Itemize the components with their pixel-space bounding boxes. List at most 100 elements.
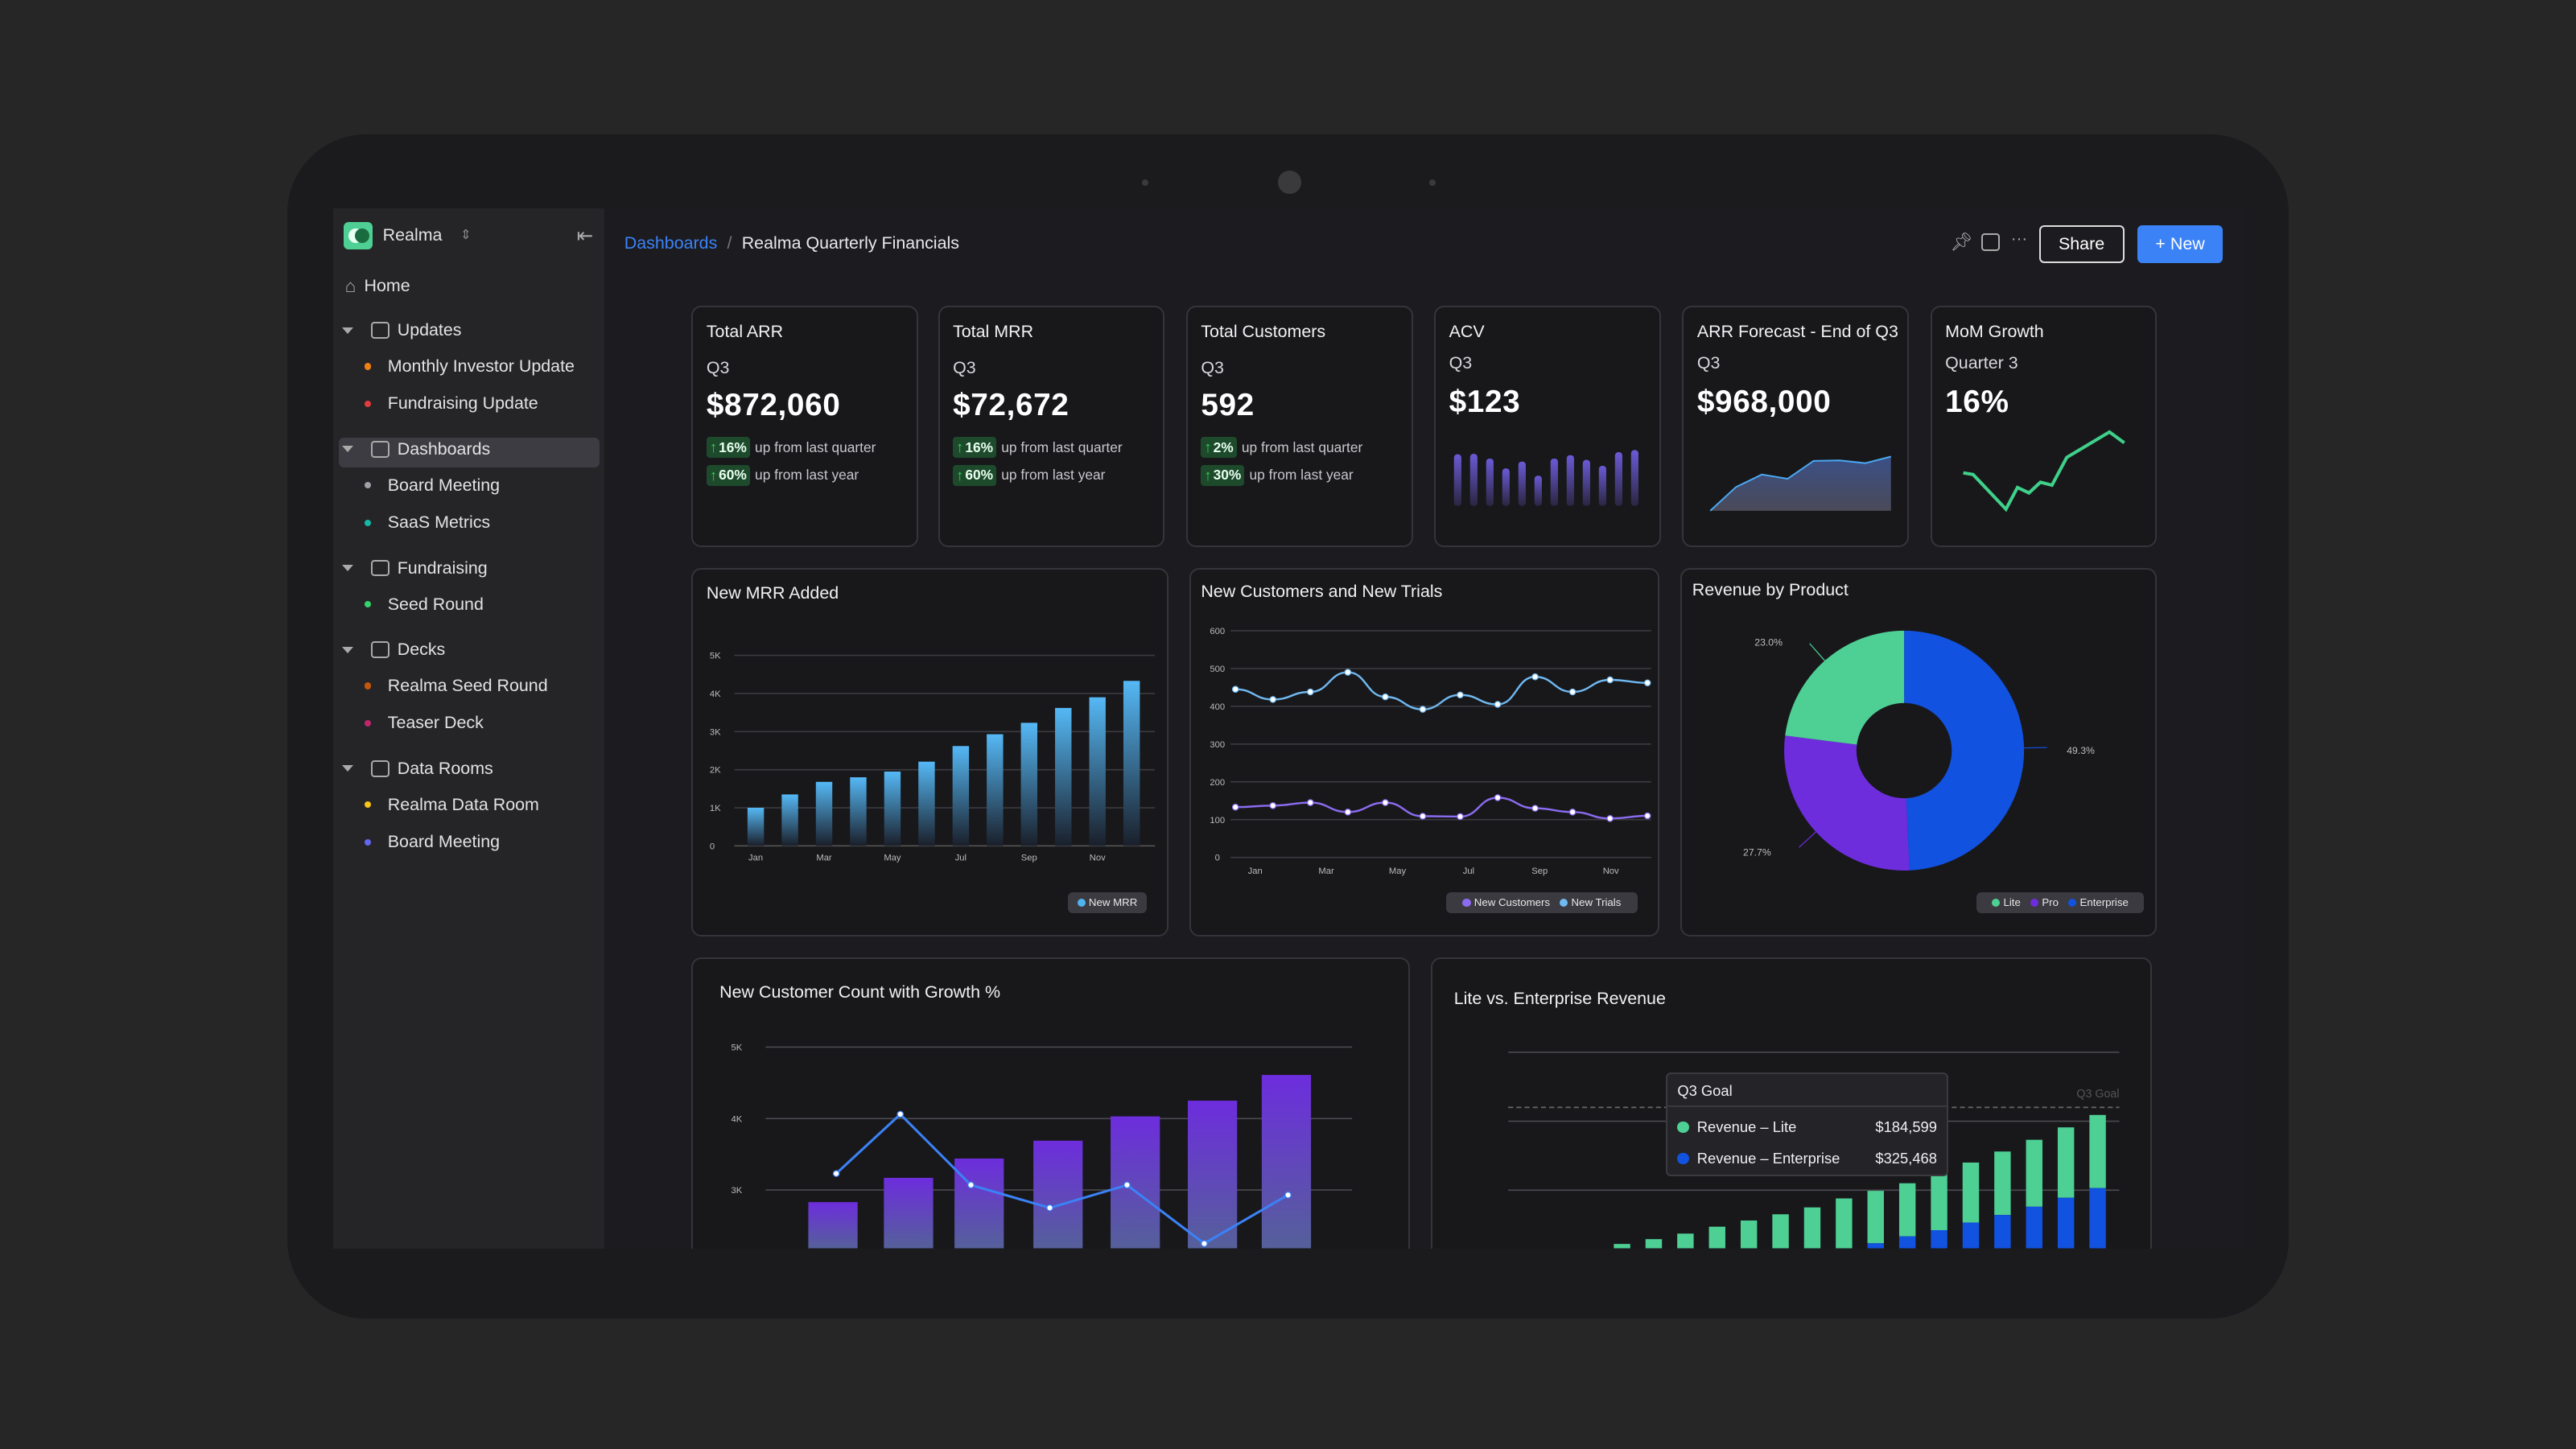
y-tick-label: 0	[1215, 854, 1220, 863]
sidebar-item[interactable]: Board Meeting	[365, 832, 500, 852]
y-tick-label: 2K	[710, 766, 721, 776]
data-point	[1643, 679, 1651, 687]
data-point	[1419, 706, 1427, 713]
collapse-sidebar-icon[interactable]: ⇤	[576, 224, 594, 247]
y-tick-label: 400	[1210, 702, 1225, 712]
sidebar-section-updates[interactable]: Updates	[341, 320, 462, 340]
breadcrumb-separator: /	[727, 233, 732, 253]
mrr-bar	[1089, 697, 1106, 846]
sidebar-section-fundraising[interactable]: Fundraising	[341, 558, 488, 578]
customer-count-bar	[954, 1158, 1004, 1249]
sidebar-section-label: Updates	[397, 320, 462, 340]
kpi-card	[691, 305, 919, 547]
lite-bar-segment	[2026, 1139, 2042, 1207]
data-point	[1231, 685, 1239, 693]
lite-bar-segment	[1645, 1239, 1663, 1249]
sidebar-section-decks[interactable]: Decks	[341, 640, 445, 660]
x-tick-label: Sep	[1531, 867, 1548, 876]
lite-bar-segment	[1836, 1198, 1853, 1249]
legend[interactable]: New Customers New Trials	[1445, 891, 1638, 914]
share-button[interactable]: Share	[2038, 224, 2125, 263]
new-button[interactable]: + New	[2137, 224, 2224, 263]
sidebar-item[interactable]: Seed Round	[365, 595, 484, 615]
workspace-switcher[interactable]: Realma ⇕	[383, 225, 472, 245]
page-title: Realma Quarterly Financials	[741, 233, 959, 253]
y-tick-label: 3K	[731, 1186, 742, 1196]
legend[interactable]: New MRR	[1067, 891, 1147, 914]
sidebar-item[interactable]: Realma Data Room	[365, 795, 539, 815]
sidebar-section-data-rooms[interactable]: Data Rooms	[341, 759, 493, 779]
more-options-icon[interactable]: ···	[2010, 229, 2028, 248]
color-dot-icon	[365, 838, 372, 846]
y-tick-label: 200	[1210, 778, 1225, 788]
growth-point	[1201, 1240, 1208, 1247]
enterprise-bar-segment	[1962, 1222, 1980, 1249]
data-point	[1531, 805, 1539, 812]
breadcrumb: Dashboards / Realma Quarterly Financials	[624, 233, 959, 253]
series-line	[1235, 671, 1648, 710]
lite-bar-segment	[1803, 1207, 1821, 1249]
sidebar-section-dashboards[interactable]: Dashboards	[341, 439, 490, 459]
y-tick-label: 1K	[710, 804, 721, 813]
sidebar-item-label: Board Meeting	[387, 475, 501, 495]
enterprise-bar-segment	[2026, 1206, 2042, 1249]
data-point	[1568, 809, 1577, 816]
x-tick-label: Nov	[1090, 854, 1106, 863]
mrr-bar	[781, 794, 798, 846]
legend[interactable]: Lite Pro Enterprise	[1976, 891, 2145, 914]
x-tick-label: Mar	[1318, 867, 1334, 876]
legend-item-new-customers[interactable]: New Customers	[1462, 896, 1550, 908]
legend-label: New MRR	[1088, 896, 1138, 909]
data-point	[1494, 794, 1502, 801]
breadcrumb-dashboards-link[interactable]: Dashboards	[624, 233, 718, 253]
acv-spark-bar	[1630, 450, 1638, 506]
caret-down-icon[interactable]	[341, 646, 353, 653]
caret-down-icon[interactable]	[341, 565, 353, 572]
legend-item-pro[interactable]: Pro	[2030, 896, 2059, 908]
sidebar-item[interactable]: Monthly Investor Update	[365, 356, 575, 377]
caret-down-icon[interactable]	[341, 446, 353, 453]
kpi-period: Q3	[1201, 358, 1224, 378]
chart-title: Revenue by Product	[1692, 579, 1849, 599]
sidebar-item[interactable]: Realma Seed Round	[365, 676, 548, 696]
x-tick-label: Jan	[748, 854, 763, 863]
sidebar-item[interactable]: Fundraising Update	[365, 393, 538, 414]
legend-label: Pro	[2042, 896, 2059, 909]
kpi-title: Total ARR	[706, 322, 784, 342]
y-tick-label: 4K	[710, 690, 721, 699]
legend-label: Enterprise	[2079, 896, 2129, 909]
legend-item-enterprise[interactable]: Enterprise	[2068, 896, 2129, 908]
color-dot-icon	[365, 682, 372, 690]
legend-item-lite[interactable]: Lite	[1992, 896, 2021, 908]
sidebar-item-label: Realma Seed Round	[387, 676, 548, 696]
legend-item-new-mrr[interactable]: New MRR	[1077, 896, 1138, 909]
x-tick-label: Jul	[955, 854, 967, 863]
enterprise-bar-segment	[2089, 1188, 2106, 1249]
legend-item-new-trials[interactable]: New Trials	[1560, 896, 1621, 908]
print-icon[interactable]	[1981, 233, 2000, 252]
sensor-dot	[1429, 179, 1436, 186]
growth-point	[967, 1181, 975, 1189]
change-text: up from last quarter	[755, 438, 876, 455]
lite-bar-segment	[1994, 1151, 2011, 1216]
sidebar-item[interactable]: Teaser Deck	[365, 713, 484, 733]
acv-spark-bar	[1534, 475, 1542, 506]
workspace-name: Realma	[382, 224, 443, 245]
lite-bar-segment	[1708, 1226, 1725, 1249]
sidebar-item-home[interactable]: ⌂ Home	[345, 276, 410, 297]
caret-down-icon[interactable]	[341, 765, 353, 772]
acv-spark-bar	[1486, 458, 1494, 506]
data-point	[1568, 688, 1577, 696]
y-tick-label: 4K	[731, 1114, 742, 1124]
new-mrr-card	[691, 568, 1168, 936]
sidebar-item[interactable]: SaaS Metrics	[365, 513, 490, 533]
caret-down-icon[interactable]	[341, 327, 353, 334]
kpi-change: ↑ 60% up from last year	[953, 464, 1105, 486]
data-point	[1457, 691, 1464, 699]
mrr-bar	[850, 777, 867, 846]
data-point	[1606, 676, 1614, 684]
donut-slice-enterprise	[1904, 630, 2025, 871]
sidebar-item[interactable]: Board Meeting	[365, 475, 500, 496]
pin-icon[interactable]: 📌︎	[1950, 231, 1973, 252]
kpi-value: $123	[1449, 384, 1521, 419]
